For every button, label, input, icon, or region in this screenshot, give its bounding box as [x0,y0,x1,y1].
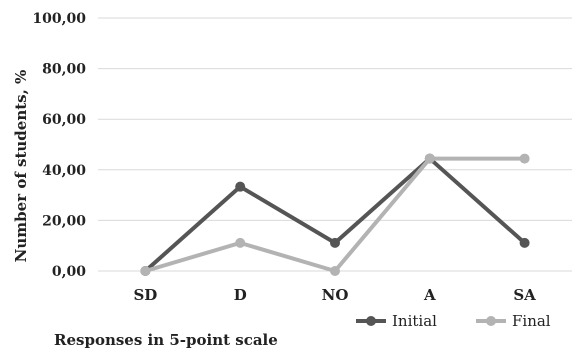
x-tick-label: SD [133,286,157,304]
y-tick-label: 20,00 [42,213,86,229]
legend-marker-initial [366,316,376,326]
y-axis-title: Number of students, % [12,70,30,263]
data-point-initial [519,237,530,248]
x-tick-label: SA [513,286,536,304]
data-point-initial [235,181,246,192]
data-point-final [235,237,246,248]
data-point-final [140,266,151,276]
series-line-final [143,156,527,273]
data-point-final [424,153,435,164]
y-tick-label: 0,00 [52,264,86,280]
legend: Initial Final [356,312,551,330]
grid-lines [98,17,572,272]
legend-marker-final [486,316,496,326]
data-point-initial [330,237,340,248]
legend-label-final: Final [512,312,551,330]
series-lines [140,153,530,276]
data-point-final [519,153,530,164]
x-axis-title: Responses in 5-point scale [54,331,278,349]
y-tick-label: 80,00 [42,62,86,78]
x-tick-label: D [234,286,247,304]
y-tick-labels: 0,00 20,00 40,00 60,00 80,00 100,00 [32,11,86,280]
y-tick-label: 60,00 [42,112,86,128]
x-tick-label: A [423,286,436,304]
data-point-final [330,266,340,276]
y-tick-label: 40,00 [42,163,86,179]
x-tick-labels: SD D NO A SA [133,286,536,304]
x-tick-label: NO [322,286,349,304]
legend-label-initial: Initial [392,312,437,330]
y-tick-label: 100,00 [32,11,86,27]
